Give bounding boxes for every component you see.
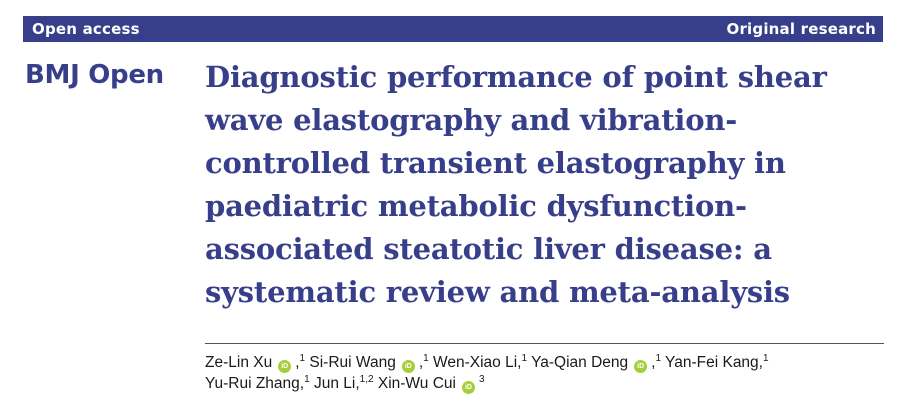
- orcid-icon[interactable]: iD: [401, 360, 415, 373]
- author-separator: ,: [295, 354, 300, 371]
- orcid-icon[interactable]: iD: [634, 360, 648, 373]
- article-type-label: Original research: [726, 20, 876, 38]
- affiliation-number: 1: [655, 353, 662, 364]
- author[interactable]: Wen-Xiao Li,1: [433, 353, 528, 372]
- affiliation-number: 1: [299, 353, 306, 364]
- access-label: Open access: [32, 20, 140, 38]
- author-separator: ,: [418, 354, 424, 371]
- author[interactable]: Si-Rui Wang iD ,1: [309, 353, 429, 373]
- affiliation-number: 1: [521, 353, 528, 364]
- orcid-icon[interactable]: iD: [461, 381, 475, 394]
- header-bar: Open access Original research: [23, 16, 883, 42]
- article-title: Diagnostic performance of point shear wa…: [205, 56, 885, 314]
- author-name: Si-Rui Wang: [309, 354, 396, 371]
- author-line: Ze-Lin Xu iD ,1 Si-Rui Wang iD ,1 Wen-Xiao L…: [205, 352, 885, 373]
- author[interactable]: Jun Li,1,2: [313, 374, 374, 393]
- affiliation-number: 3: [478, 374, 485, 385]
- author[interactable]: Xin-Wu Cui iD3: [377, 374, 485, 394]
- title-line: controlled transient elastography in: [205, 146, 786, 180]
- author-separator: ,: [651, 354, 656, 371]
- author-name: Xin-Wu Cui: [377, 375, 456, 392]
- author-name: Ze-Lin Xu: [205, 354, 273, 371]
- author-list: Ze-Lin Xu iD ,1 Si-Rui Wang iD ,1 Wen-Xiao L…: [205, 352, 885, 394]
- affiliation-number: 1,2: [359, 374, 374, 385]
- divider: [205, 343, 884, 344]
- author[interactable]: Ya-Qian Deng iD ,1: [531, 353, 662, 373]
- author-name: Yu-Rui Zhang,: [205, 375, 305, 392]
- author-name: Wen-Xiao Li,: [433, 354, 522, 371]
- journal-logo: BMJ Open: [25, 60, 164, 90]
- title-line: Diagnostic performance of point shear: [205, 60, 827, 94]
- orcid-icon[interactable]: iD: [278, 360, 292, 373]
- title-line: associated steatotic liver disease: a: [205, 232, 772, 266]
- title-line: paediatric metabolic dysfunction-: [205, 189, 747, 223]
- affiliation-number: 1: [304, 374, 310, 385]
- author[interactable]: Ze-Lin Xu iD ,1: [205, 353, 306, 373]
- affiliation-number: 1: [762, 353, 769, 364]
- title-line: wave elastography and vibration-: [205, 103, 738, 137]
- author[interactable]: Yan-Fei Kang,1: [665, 353, 769, 372]
- author-name: Jun Li,: [313, 375, 360, 392]
- title-line: systematic review and meta-analysis: [205, 275, 790, 309]
- author[interactable]: Yu-Rui Zhang,1: [205, 374, 310, 393]
- author-line: Yu-Rui Zhang,1 Jun Li,1,2 Xin-Wu Cui iD3: [205, 373, 885, 394]
- author-name: Ya-Qian Deng: [531, 354, 629, 371]
- author-name: Yan-Fei Kang,: [665, 354, 763, 371]
- affiliation-number: 1: [423, 353, 429, 364]
